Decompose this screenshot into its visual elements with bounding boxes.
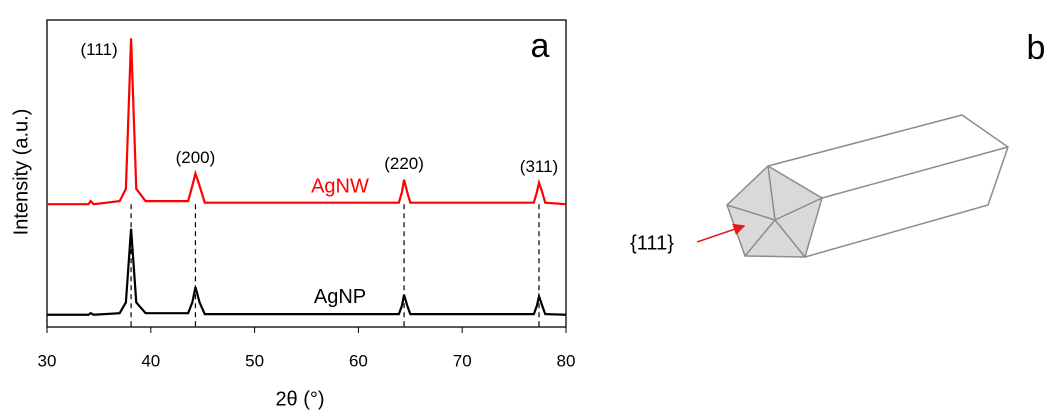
x-tick-label: 30 — [38, 351, 57, 370]
data-line — [47, 38, 567, 206]
facet-arrow — [696, 223, 746, 243]
x-tick-label: 40 — [141, 351, 160, 370]
peak-annotation: (220) — [384, 154, 424, 173]
panel-label: a — [531, 27, 550, 65]
facet-edges — [726, 165, 823, 258]
x-tick-label: 80 — [557, 351, 576, 370]
x-tick-label: 60 — [349, 351, 368, 370]
x-tick-label: 50 — [245, 351, 264, 370]
prism-edges — [767, 114, 1009, 258]
x-axis-label: 2θ (°) — [275, 388, 324, 410]
data-line — [47, 228, 567, 316]
facet-label: {111} — [630, 232, 674, 254]
series-label: AgNP — [314, 286, 366, 308]
plot-frame — [46, 19, 567, 328]
peak-annotation: (200) — [176, 148, 216, 167]
y-axis-label: Intensity (a.u.) — [10, 109, 32, 236]
peak-annotation: (111) — [80, 40, 117, 59]
x-tick-label: 70 — [453, 351, 472, 370]
peak-annotation: (311) — [520, 157, 558, 176]
prism-diagram — [726, 114, 1009, 258]
series-label: AgNW — [311, 175, 369, 197]
panel-label: b — [1027, 29, 1044, 67]
